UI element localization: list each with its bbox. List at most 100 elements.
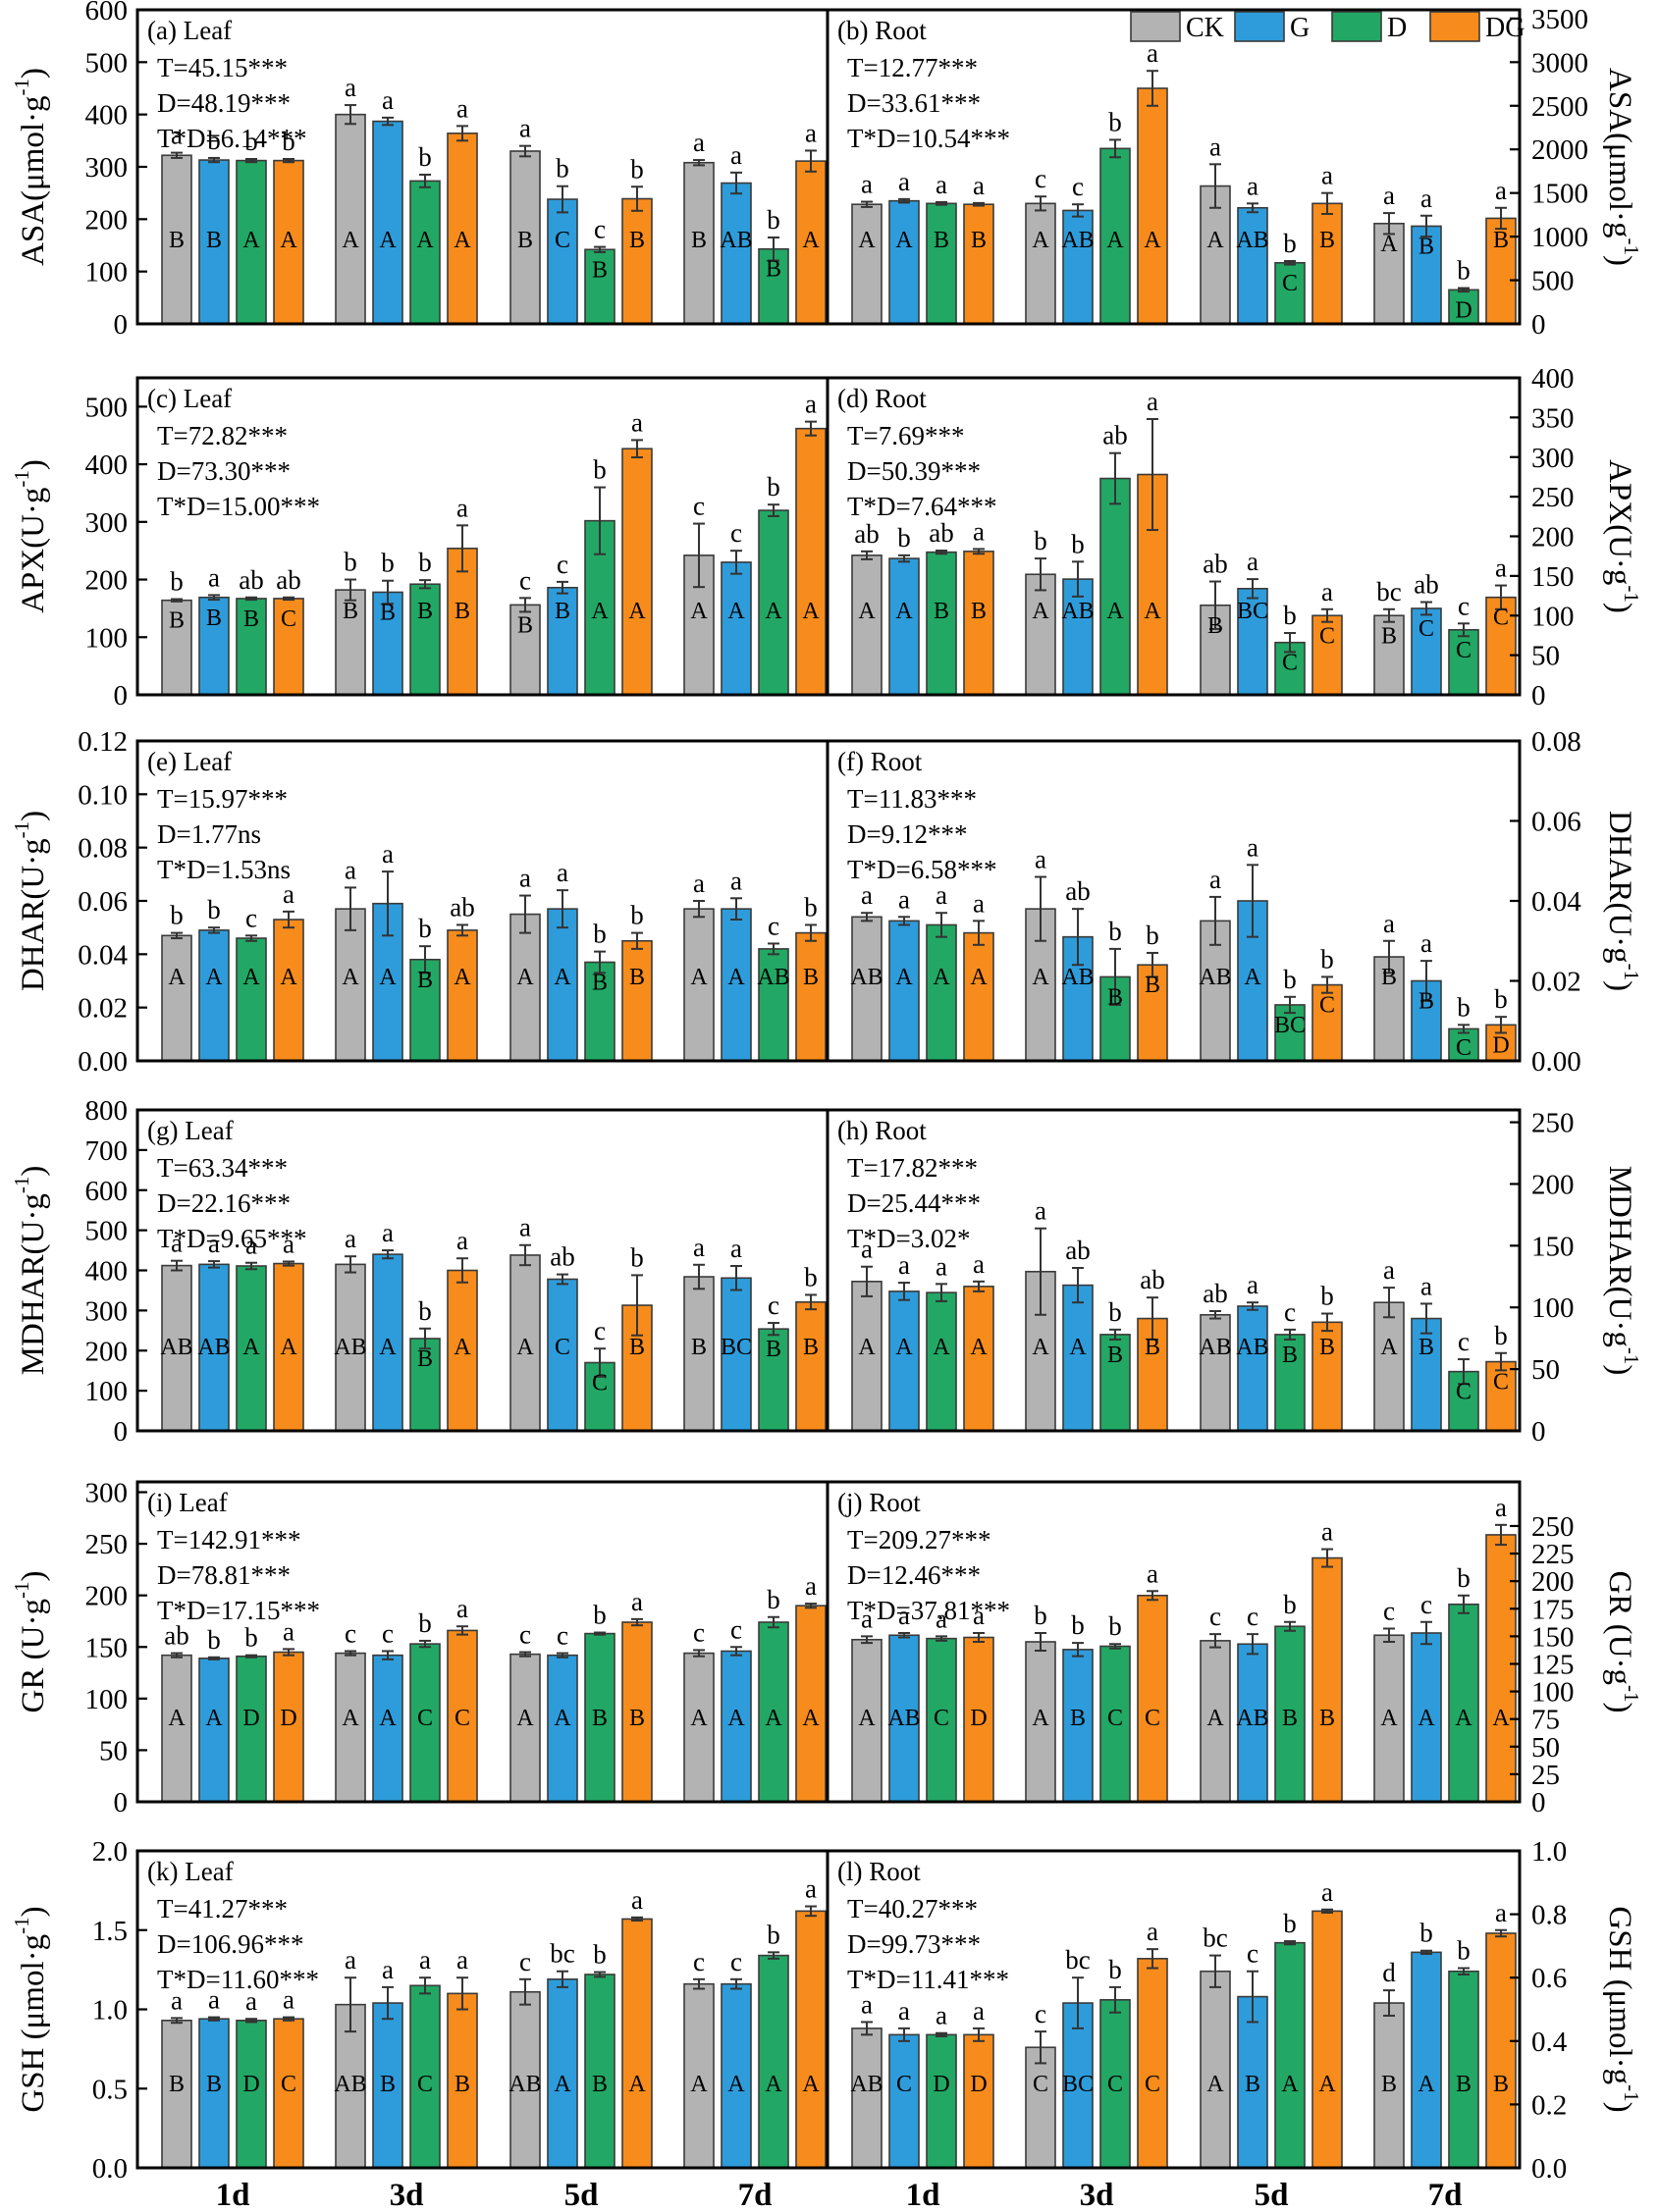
upper-letter: a <box>898 167 910 196</box>
upper-letter: a <box>1420 928 1432 958</box>
panel-j: a Ab Ac Ac Aa AB b Bc AB c Aa Cb Cb Bb Aa Da Ca Ba A 025507… <box>826 1480 1643 1818</box>
y-tick-label: 300 <box>85 1295 129 1327</box>
y-axis-title-part: GR (U·g <box>16 1599 51 1712</box>
lower-letter: A <box>727 599 745 624</box>
upper-letter: b <box>1283 1909 1297 1938</box>
x-tick-label: 3d <box>1080 2178 1114 2212</box>
upper-letter: c <box>245 903 257 932</box>
bar-CK-5d <box>509 913 541 1062</box>
upper-letter: c <box>557 550 568 579</box>
upper-letter: bc <box>1376 577 1402 606</box>
legend-label-G: G <box>1290 13 1310 43</box>
lower-letter: B <box>629 1706 645 1731</box>
upper-letter: a <box>936 1251 947 1281</box>
lower-letter: A <box>1492 1706 1510 1731</box>
upper-letter: b <box>1494 1321 1508 1350</box>
bar-DG-7d <box>795 931 827 1062</box>
upper-letter: a <box>973 1996 985 2026</box>
upper-letter: b <box>1457 256 1471 286</box>
upper-letter: c <box>519 1620 531 1650</box>
lower-letter: C <box>1319 993 1335 1019</box>
stat-line: T*D=11.60*** <box>157 1965 319 1994</box>
lower-letter: A <box>342 228 359 253</box>
upper-letter: b <box>767 472 780 501</box>
lower-letter: C <box>1456 1380 1472 1405</box>
upper-letter: ab <box>1203 1279 1227 1308</box>
bar-D-7d <box>758 1621 789 1803</box>
lower-letter: A <box>379 965 397 990</box>
stat-line: T*D=7.64*** <box>847 492 996 521</box>
bar-DG-7d <box>795 1605 827 1803</box>
y-axis-title-part: ) <box>1602 1364 1637 1375</box>
lower-letter: C <box>281 2072 296 2097</box>
lower-letter: AB <box>1236 228 1268 253</box>
y-tick-label: 300 <box>85 1478 129 1509</box>
stat-line: D=1.77ns <box>157 819 261 849</box>
lower-letter: B <box>1456 2072 1472 2097</box>
upper-letter: a <box>171 121 183 150</box>
upper-letter: b <box>897 523 911 553</box>
y-axis-title-part: APX(U·g <box>16 488 51 613</box>
upper-letter: b <box>1283 965 1297 994</box>
stat-line: D=78.81*** <box>157 1560 291 1590</box>
upper-letter: b <box>1071 529 1085 558</box>
upper-letter: c <box>594 1316 606 1345</box>
bar-DG-1d <box>273 1262 304 1432</box>
bar-G-3d <box>1062 2002 1094 2169</box>
stat-line: T*D=17.15*** <box>157 1596 320 1625</box>
upper-letter: a <box>1147 1558 1158 1588</box>
y-tick-label: 50 <box>1531 641 1560 672</box>
lower-letter: B <box>766 1337 781 1362</box>
y-axis-title-part: ) <box>1602 980 1637 991</box>
y-axis-title-part: ) <box>1602 603 1637 613</box>
y-tick-label: 50 <box>1531 1732 1560 1764</box>
y-tick-label: 500 <box>85 1216 129 1247</box>
upper-letter: a <box>631 1587 643 1616</box>
lower-letter: A <box>690 1706 708 1731</box>
bar-G-5d <box>547 908 578 1062</box>
bar-DG-3d <box>447 929 478 1062</box>
y-tick-label: 175 <box>1531 1594 1575 1625</box>
lower-letter: B <box>1319 1706 1335 1731</box>
y-tick-label: 0.5 <box>92 2074 128 2105</box>
y-axis-title-part: ) <box>1602 2102 1637 2113</box>
panel-title: (k) Leaf <box>147 1857 234 1886</box>
lower-letter: B <box>629 228 645 253</box>
lower-letter: B <box>1107 984 1123 1010</box>
lower-letter: B <box>417 968 433 993</box>
upper-letter: b <box>1034 526 1047 555</box>
lower-letter: A <box>1032 1335 1049 1360</box>
lower-letter: B <box>206 606 222 631</box>
upper-letter: c <box>519 1947 531 1976</box>
panel-c: bBbBcBcAaBbBcBcAabBbBbAbAabCaBaAaA010020… <box>10 376 830 711</box>
upper-letter: b <box>593 1601 607 1630</box>
upper-letter: a <box>1147 38 1158 68</box>
lower-letter: A <box>727 965 745 990</box>
upper-letter: bc <box>1065 1945 1091 1975</box>
lower-letter: A <box>858 599 876 624</box>
upper-letter: a <box>456 1226 468 1255</box>
upper-letter: a <box>861 1235 873 1264</box>
bar-D-5d <box>1274 1625 1306 1803</box>
upper-letter: a <box>805 390 817 419</box>
y-axis-title-superscript: -1 <box>1620 1347 1643 1365</box>
y-axis-title-superscript: -1 <box>1620 585 1643 603</box>
upper-letter: c <box>730 518 742 548</box>
upper-letter: a <box>1420 1271 1432 1300</box>
upper-letter: b <box>1457 1936 1471 1966</box>
lower-letter: C <box>1033 2072 1048 2097</box>
upper-letter: a <box>730 140 742 170</box>
lower-letter: A <box>280 228 297 253</box>
y-tick-label: 800 <box>85 1095 129 1127</box>
bar-CK-3d <box>335 1263 366 1432</box>
lower-letter: C <box>1107 2072 1123 2097</box>
lower-letter: B <box>934 599 949 624</box>
bar-CK-1d <box>851 1281 883 1432</box>
lower-letter: BC <box>1274 1013 1306 1038</box>
upper-letter: a <box>898 1250 910 1280</box>
x-tick-label: 3d <box>390 2178 424 2212</box>
upper-letter: b <box>630 1242 644 1272</box>
bar-DG-7d <box>1485 1932 1517 2169</box>
bar-G-5d <box>1237 587 1268 696</box>
x-tick-label: 5d <box>1255 2178 1289 2212</box>
